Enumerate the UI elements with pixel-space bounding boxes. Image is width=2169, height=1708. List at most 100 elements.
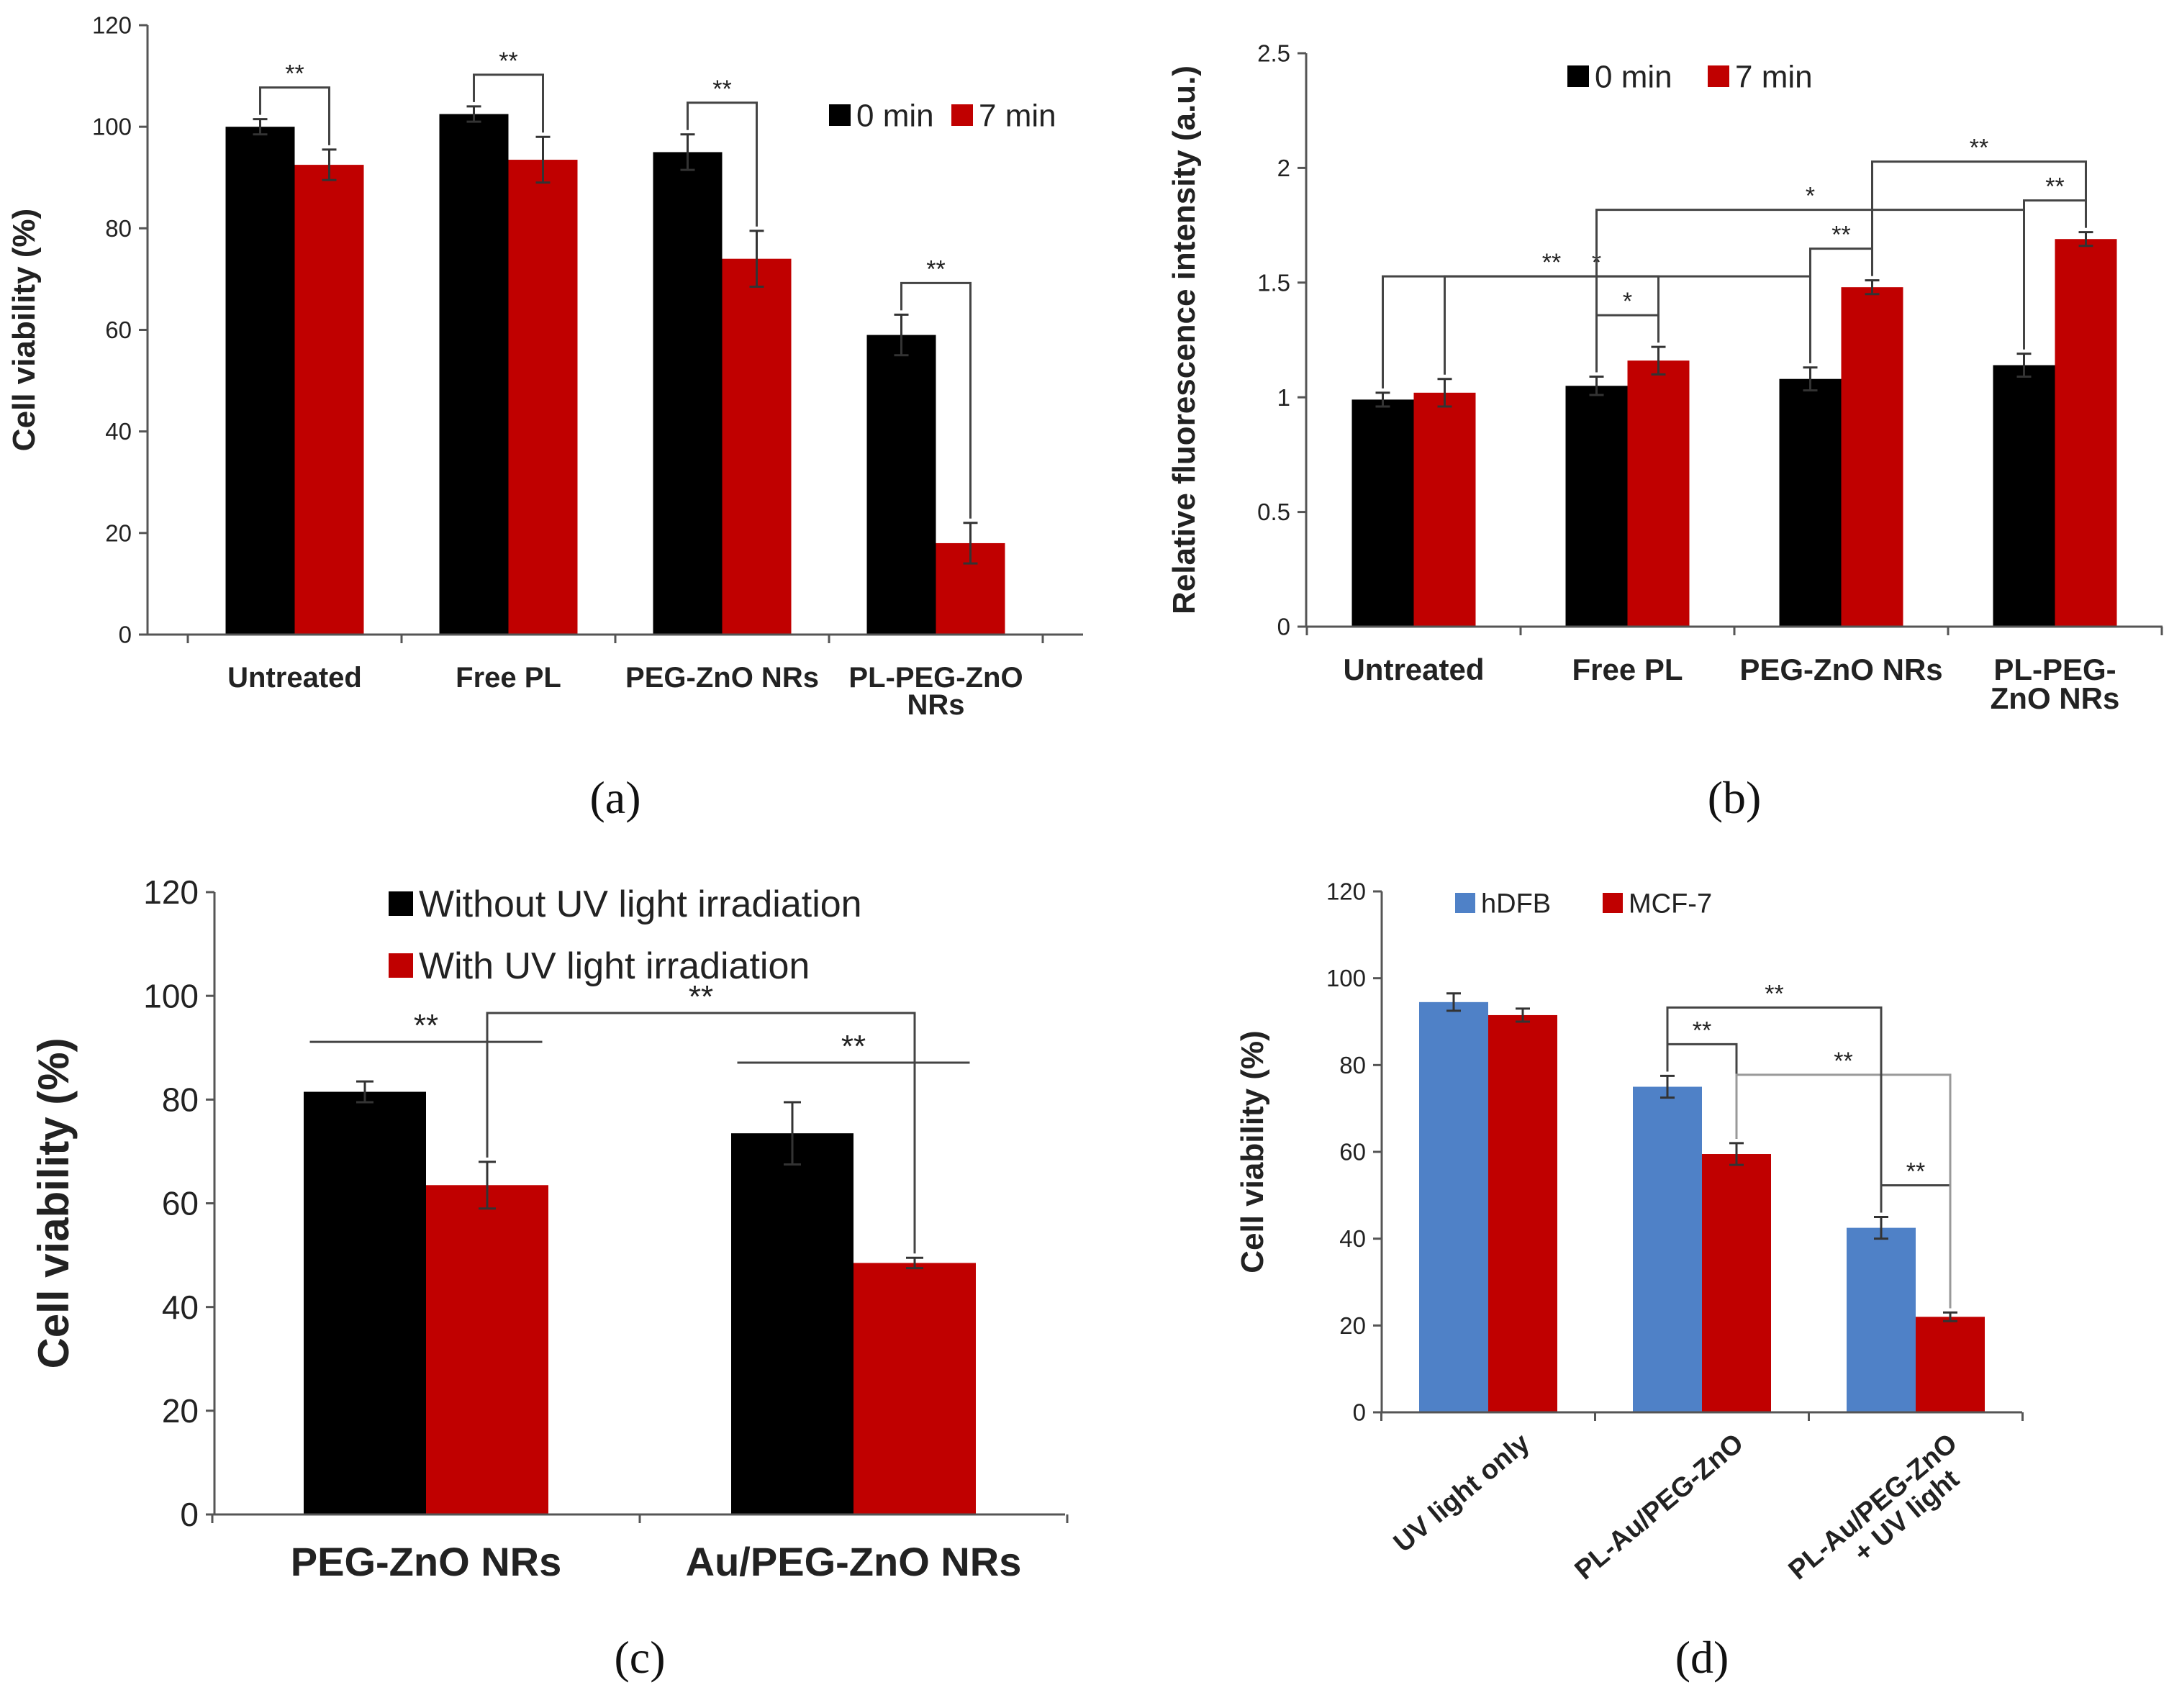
bar xyxy=(1419,1001,1488,1412)
y-tick-label: 120 xyxy=(143,873,199,911)
y-tick-label: 0 xyxy=(1353,1399,1366,1426)
legend-swatch xyxy=(1708,65,1729,87)
category-label-line: UV light only xyxy=(1388,1428,1536,1558)
category-label: PL-PEG- xyxy=(1993,653,2116,686)
significance-label: ** xyxy=(841,1029,866,1064)
legend-swatch xyxy=(389,891,413,916)
error-bar xyxy=(466,105,481,123)
bar xyxy=(1702,1154,1771,1412)
y-tick-label: 2.5 xyxy=(1257,40,1290,67)
y-axis-label: Relative fluorescence intensity (a.u.) xyxy=(1167,65,1202,614)
significance-label: ** xyxy=(2045,173,2064,201)
y-tick-label: 120 xyxy=(92,12,132,39)
y-tick-label: 100 xyxy=(143,977,199,1014)
significance-bracket xyxy=(900,281,972,519)
bar xyxy=(225,127,295,635)
legend-swatch xyxy=(389,953,413,978)
error-bar xyxy=(1516,1007,1530,1023)
significance-bracket xyxy=(259,86,330,145)
chart-panel-b: 0 0.5 1 1.5 2 2.5 Untreated Free PL PEG-ZnO NRs P… xyxy=(1167,40,2163,823)
error-bar xyxy=(2078,231,2093,247)
chart-panel-d: 0 20 40 60 80 100 120 UV light only PL-Au/PEG-Zn… xyxy=(1235,878,2024,1683)
error-bar xyxy=(322,148,337,181)
y-tick-label: 1 xyxy=(1277,384,1290,411)
legend-label: 7 min xyxy=(1735,59,1813,94)
bar xyxy=(426,1185,548,1514)
chart-panel-a: 0 20 40 60 80 100 120 Untreated Free PL PEG-ZnO N… xyxy=(6,12,1083,823)
legend-label: Without UV light irradiation xyxy=(419,883,862,925)
significance-bracket xyxy=(486,1012,916,1254)
legend-label: MCF-7 xyxy=(1629,889,1712,919)
error-bar xyxy=(1729,1142,1744,1166)
category-label-line: PL-Au/PEG-ZnO xyxy=(1570,1428,1749,1586)
y-tick-label: 40 xyxy=(105,418,132,445)
significance-label: ** xyxy=(414,1008,438,1043)
bar xyxy=(1413,392,1476,627)
bar xyxy=(2055,239,2117,627)
y-tick-label: 100 xyxy=(1326,965,1366,991)
y-tick-label: 20 xyxy=(162,1392,199,1430)
y-tick-label: 0 xyxy=(119,622,132,648)
y-tick-label: 80 xyxy=(105,215,132,242)
y-tick-label: 40 xyxy=(162,1289,199,1326)
error-bar xyxy=(535,135,551,184)
category-label: Au/PEG-ZnO NRs xyxy=(686,1539,1022,1584)
significance-label: ** xyxy=(1831,222,1850,249)
legend-swatch xyxy=(1455,893,1475,913)
category-label: Untreated xyxy=(227,662,362,694)
error-bar xyxy=(1437,378,1452,408)
y-tick-label: 120 xyxy=(1326,878,1366,905)
bar xyxy=(304,1091,426,1514)
y-axis-label: Cell viability (%) xyxy=(30,1037,78,1368)
error-bar xyxy=(1446,992,1461,1012)
bar xyxy=(1633,1086,1702,1412)
significance-label: ** xyxy=(712,76,731,103)
category-label: PEG-ZnO NRs xyxy=(291,1539,561,1584)
y-axis-label: Cell viability (%) xyxy=(1235,1030,1270,1273)
significance-label: ** xyxy=(1765,980,1783,1007)
bar xyxy=(853,1263,976,1514)
legend-label: 7 min xyxy=(979,98,1056,133)
legend-label: hDFB xyxy=(1481,889,1551,919)
significance-bracket xyxy=(1666,1006,1883,1213)
significance-label: ** xyxy=(926,255,945,283)
error-bar xyxy=(479,1160,496,1210)
error-bar xyxy=(356,1080,373,1104)
significance-label: ** xyxy=(1906,1158,1925,1186)
error-bar xyxy=(1874,1216,1888,1240)
error-bar xyxy=(1375,391,1390,408)
category-label: Free PL xyxy=(1572,653,1683,686)
bar xyxy=(1627,360,1690,627)
category-label: Untreated xyxy=(1343,653,1484,686)
significance-label: ** xyxy=(1834,1048,1852,1075)
y-tick-label: 20 xyxy=(1339,1312,1366,1339)
y-tick-label: 40 xyxy=(1339,1225,1366,1252)
significance-label: ** xyxy=(689,979,713,1014)
y-tick-label: 60 xyxy=(105,317,132,343)
error-bar xyxy=(1865,279,1880,296)
panel-label: (d) xyxy=(1675,1632,1729,1683)
panel-label: (a) xyxy=(589,772,640,823)
legend-swatch xyxy=(1603,893,1623,913)
y-tick-label: 0 xyxy=(1277,614,1290,640)
y-tick-label: 0 xyxy=(180,1496,199,1533)
error-bar xyxy=(894,313,909,357)
significance-label: ** xyxy=(1970,135,1988,162)
category-label: PL-Au/PEG-ZnO xyxy=(1570,1428,1749,1586)
category-label: NRs xyxy=(907,689,964,721)
bar xyxy=(294,165,364,635)
bar xyxy=(508,160,578,635)
y-tick-label: 60 xyxy=(162,1185,199,1222)
error-bar xyxy=(253,118,268,136)
y-axis-label: Cell viability (%) xyxy=(6,209,42,451)
bar xyxy=(1565,386,1628,627)
error-bar xyxy=(1589,376,1604,396)
significance-label: ** xyxy=(1693,1017,1711,1044)
legend-swatch xyxy=(829,104,851,126)
panel-label: (b) xyxy=(1708,772,1762,823)
bar xyxy=(731,1133,853,1514)
error-bar xyxy=(1943,1311,1957,1322)
bar xyxy=(722,258,792,635)
legend-swatch xyxy=(1567,65,1589,87)
